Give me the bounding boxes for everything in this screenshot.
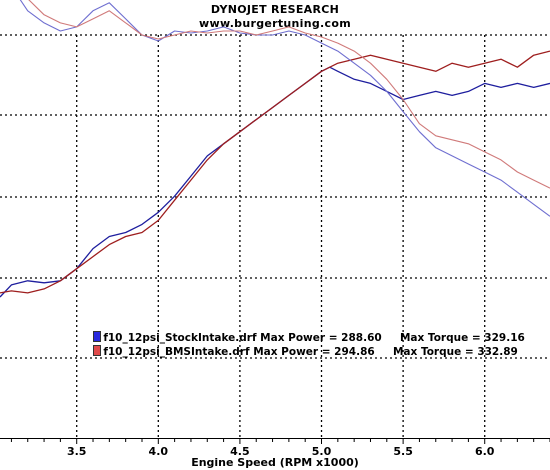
grid-lines bbox=[0, 34, 550, 438]
x-tick-label-3: 5.0 bbox=[312, 445, 332, 458]
legend-text-bms: f10_12psi_BMSIntake.drf Max Power = 294.… bbox=[103, 346, 518, 358]
series-line-torque-2 bbox=[19, 0, 550, 217]
series-lines bbox=[0, 0, 550, 298]
x-tick-label-0: 3.5 bbox=[67, 445, 87, 458]
series-line-torque-3 bbox=[28, 0, 550, 189]
x-tick-label-1: 4.0 bbox=[149, 445, 169, 458]
chart-subtitle: www.burgertuning.com bbox=[199, 17, 351, 30]
series-line-power-0 bbox=[0, 66, 550, 298]
x-axis-label: Engine Speed (RPM x1000) bbox=[191, 456, 359, 469]
x-tick-label-5: 6.0 bbox=[475, 445, 495, 458]
legend-swatch-bms bbox=[93, 345, 102, 356]
series-line-power-1 bbox=[0, 50, 550, 294]
legend-entry-bms: f10_12psi_BMSIntake.drf Max Power = 294.… bbox=[86, 333, 518, 358]
legend-entry-stock: f10_12psi_StockIntake.drf Max Power = 28… bbox=[86, 319, 525, 344]
chart-title: DYNOJET RESEARCH bbox=[210, 3, 340, 16]
legend-swatch-stock bbox=[93, 331, 102, 342]
legend-text-stock: f10_12psi_StockIntake.drf Max Power = 28… bbox=[103, 332, 525, 344]
x-axis: 3.5 4.0 4.5 5.0 5.5 6.0 bbox=[0, 438, 550, 458]
x-tick-label-2: 4.5 bbox=[230, 445, 250, 458]
x-tick-label-4: 5.5 bbox=[393, 445, 413, 458]
